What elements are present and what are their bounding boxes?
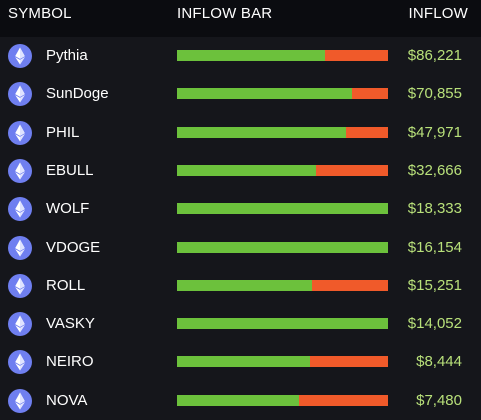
inflow-value: $70,855 xyxy=(407,85,462,103)
table-row[interactable]: PHIL $47,971 xyxy=(0,114,481,152)
inflow-bar xyxy=(177,203,388,215)
token-symbol[interactable]: ROLL xyxy=(46,276,86,294)
inflow-bar-fill xyxy=(177,356,310,368)
inflow-value: $15,251 xyxy=(407,276,462,294)
ethereum-icon xyxy=(8,197,32,222)
token-symbol[interactable]: NOVA xyxy=(46,391,88,409)
inflow-value: $47,971 xyxy=(407,123,462,141)
inflow-column-header[interactable]: INFLOW xyxy=(408,5,468,22)
table-row[interactable]: WOLF $18,333 xyxy=(0,190,481,228)
inflow-bar xyxy=(177,164,388,176)
ethereum-icon xyxy=(8,273,32,298)
inflow-bar xyxy=(177,241,388,253)
table-row[interactable]: VDOGE $16,154 xyxy=(0,229,481,267)
token-symbol[interactable]: WOLF xyxy=(46,200,90,218)
inflow-value: $86,221 xyxy=(407,47,462,64)
token-symbol[interactable]: EBULL xyxy=(46,161,94,179)
inflow-bar-fill xyxy=(177,241,388,253)
inflow-value: $8,444 xyxy=(416,353,462,371)
token-symbol[interactable]: Pythia xyxy=(46,47,88,64)
token-symbol[interactable]: SunDoge xyxy=(46,85,109,103)
inflow-value: $7,480 xyxy=(416,391,462,409)
ethereum-icon xyxy=(8,120,32,145)
inflow-value: $18,333 xyxy=(407,200,462,218)
inflow-bar xyxy=(177,318,388,330)
inflow-bar-fill xyxy=(177,164,317,176)
inflow-bar-fill xyxy=(177,394,300,406)
ethereum-icon xyxy=(8,82,32,107)
inflow-bar xyxy=(177,88,388,100)
inflow-value: $16,154 xyxy=(407,238,462,256)
inflow-value: $32,666 xyxy=(407,161,462,179)
ethereum-icon xyxy=(8,388,32,413)
ethereum-icon xyxy=(8,44,32,68)
token-symbol[interactable]: PHIL xyxy=(46,123,80,141)
ethereum-icon xyxy=(8,350,32,375)
inflow-value: $14,052 xyxy=(407,315,462,333)
table-row[interactable]: Pythia $86,221 xyxy=(0,37,481,75)
inflow-bar xyxy=(177,126,388,138)
inflow-bar-fill xyxy=(177,88,353,100)
token-symbol[interactable]: VDOGE xyxy=(46,238,101,256)
table-header: SYMBOL INFLOW BAR INFLOW xyxy=(0,0,481,34)
inflow-bar xyxy=(177,279,388,291)
inflow-bar-fill xyxy=(177,279,313,291)
inflow-bar-fill xyxy=(177,50,325,61)
table-row[interactable]: SunDoge $70,855 xyxy=(0,75,481,113)
token-symbol[interactable]: VASKY xyxy=(46,315,95,333)
ethereum-icon xyxy=(8,235,32,260)
table-row[interactable]: ROLL $15,251 xyxy=(0,267,481,305)
table-row[interactable]: NOVA $7,480 xyxy=(0,382,481,420)
inflow-bar xyxy=(177,394,388,406)
ethereum-icon xyxy=(8,158,32,183)
ethereum-icon xyxy=(8,312,32,337)
table-row[interactable]: NEIRO $8,444 xyxy=(0,343,481,381)
table-row[interactable]: VASKY $14,052 xyxy=(0,305,481,343)
token-symbol[interactable]: NEIRO xyxy=(46,353,94,371)
inflow-bar-column-header[interactable]: INFLOW BAR xyxy=(177,5,273,22)
inflow-bar-fill xyxy=(177,126,346,138)
inflow-bar xyxy=(177,356,388,368)
symbol-column-header[interactable]: SYMBOL xyxy=(8,5,72,22)
inflow-bar xyxy=(177,50,388,61)
table-row[interactable]: EBULL $32,666 xyxy=(0,152,481,190)
token-list: Pythia $86,221 SunDoge $70,855 PHIL $47,971 EB… xyxy=(0,37,481,420)
inflow-bar-fill xyxy=(177,203,388,215)
inflow-bar-fill xyxy=(177,318,388,330)
